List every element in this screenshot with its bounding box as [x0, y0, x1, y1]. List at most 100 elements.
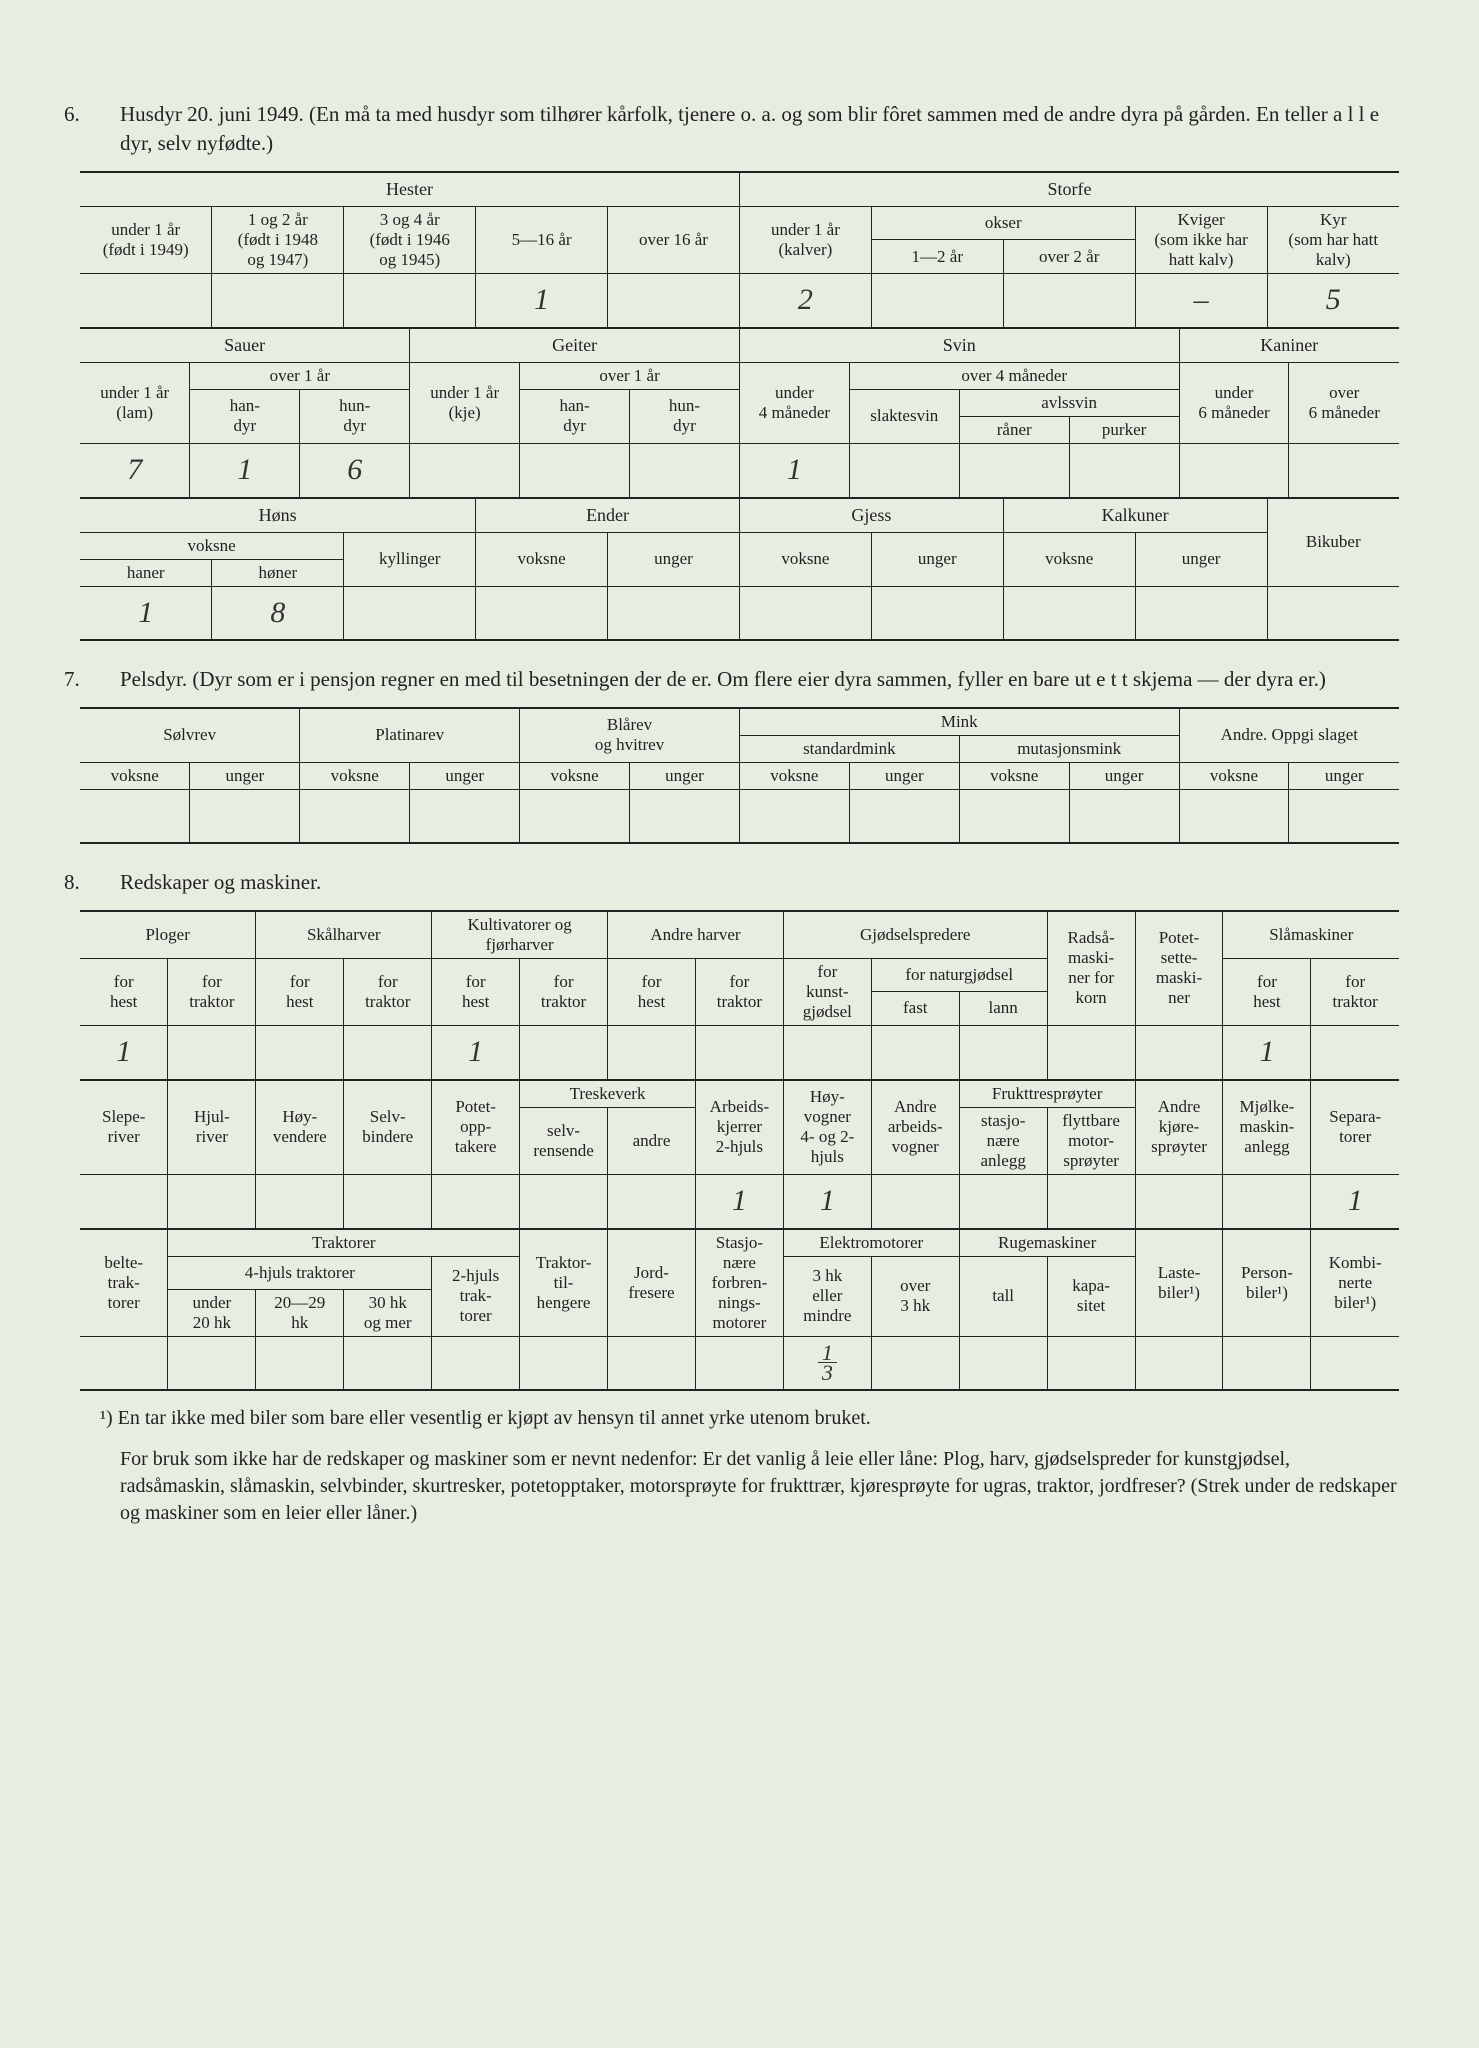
section7-intro: 7.Pelsdyr. (Dyr som er i pensjon regner …: [80, 665, 1399, 694]
table-sauer-geiter-svin-kaniner: Sauer Geiter Svin Kaniner under 1 år(lam…: [80, 328, 1399, 498]
table-redskaper-2: Slepe-river Hjul-river Høy-vendere Selv-…: [80, 1080, 1399, 1229]
p-v4: [520, 789, 630, 843]
r1-v3: [344, 1025, 432, 1079]
r1-v6: [608, 1025, 696, 1079]
frukt-flytt: flyttbaremotor-sprøyter: [1047, 1107, 1135, 1174]
ender-unger: unger: [608, 532, 740, 586]
frukttrespr: Frukttresprøyter: [959, 1080, 1135, 1107]
storfe-val1: [871, 273, 1003, 327]
hester-val0: [80, 273, 212, 327]
svin-raner: råner: [959, 416, 1069, 443]
r3-v2: [256, 1336, 344, 1390]
beltetraktorer: belte-trak-torer: [80, 1229, 168, 1336]
r1-v11: [1047, 1025, 1135, 1079]
p-v11: [1289, 789, 1399, 843]
sauer-han: han-dyr: [190, 389, 300, 443]
bikuber: Bikuber: [1267, 498, 1399, 586]
r3-v5: [520, 1336, 608, 1390]
storfe-kyr: Kyr(som har hattkalv): [1267, 206, 1399, 273]
hoyvendere: Høy-vendere: [256, 1080, 344, 1174]
r3-v14: [1311, 1336, 1399, 1390]
p-c10: voksne: [1179, 762, 1289, 789]
gjess-val1: [871, 586, 1003, 640]
r2-v5: [520, 1174, 608, 1228]
p-c4: voksne: [520, 762, 630, 789]
table-pelsdyr: Sølvrev Platinarev Blårevog hvitrev Mink…: [80, 707, 1399, 845]
traktortilheng: Traktor-til-hengere: [520, 1229, 608, 1336]
okser-sub0: 1—2 år: [871, 240, 1003, 274]
andre-pels: Andre. Oppgi slaget: [1179, 708, 1399, 763]
sauer-val0: 7: [80, 443, 190, 497]
r1-v1: [168, 1025, 256, 1079]
p-v3: [410, 789, 520, 843]
elektro-over3: over3 hk: [871, 1256, 959, 1336]
2hjuls: 2-hjulstrak-torer: [432, 1256, 520, 1336]
section7-number: 7.: [92, 665, 120, 694]
frac-bot: 3: [822, 1360, 833, 1385]
geiter-hun: hun-dyr: [630, 389, 740, 443]
stasjmotorer: Stasjo-næreforbren-nings-motorer: [695, 1229, 783, 1336]
sauer-val1: 1: [190, 443, 300, 497]
gjess-group: Gjess: [739, 498, 1003, 532]
kjorespr: Andrekjøre-sprøyter: [1135, 1080, 1223, 1174]
r1-v9: [871, 1025, 959, 1079]
r2-v12: [1135, 1174, 1223, 1228]
4h-2029: 20—29hk: [256, 1289, 344, 1336]
elektro-3hk: 3 hkellermindre: [783, 1256, 871, 1336]
ender-voksne: voksne: [476, 532, 608, 586]
ploger: Ploger: [80, 911, 256, 959]
r1-v13: 1: [1223, 1025, 1311, 1079]
kalkuner-group: Kalkuner: [1003, 498, 1267, 532]
4h-u20: under20 hk: [168, 1289, 256, 1336]
gjodsel: Gjødselspredere: [783, 911, 1047, 959]
r2-v1: [168, 1174, 256, 1228]
geiter-han: han-dyr: [520, 389, 630, 443]
rugemaskiner: Rugemaskiner: [959, 1229, 1135, 1256]
r1-v14: [1311, 1025, 1399, 1079]
ender-val1: [608, 586, 740, 640]
selvbindere: Selv-bindere: [344, 1080, 432, 1174]
gjess-val0: [739, 586, 871, 640]
sauer-over1: over 1 år: [190, 362, 410, 389]
r3-v4: [432, 1336, 520, 1390]
r1-v0: 1: [80, 1025, 168, 1079]
kaniner-group: Kaniner: [1179, 328, 1399, 362]
gjodsel-kunst: forkunst-gjødsel: [783, 958, 871, 1025]
ploger-traktor: fortraktor: [168, 958, 256, 1025]
sla: Slåmaskiner: [1223, 911, 1399, 959]
hester-col0: under 1 år(født i 1949): [80, 206, 212, 273]
okser-sub1: over 2 år: [1003, 240, 1135, 274]
footnote-1: ¹) En tar ikke med biler som bare eller …: [80, 1405, 1399, 1432]
skalharver: Skålharver: [256, 911, 432, 959]
andreh-traktor: fortraktor: [695, 958, 783, 1025]
kalkuner-voksne: voksne: [1003, 532, 1135, 586]
skal-traktor: fortraktor: [344, 958, 432, 1025]
r1-v12: [1135, 1025, 1223, 1079]
p-c2: voksne: [300, 762, 410, 789]
p-c5: unger: [630, 762, 740, 789]
r2-v7: 1: [695, 1174, 783, 1228]
kultivatorer: Kultivatorer ogfjørharver: [432, 911, 608, 959]
p-v2: [300, 789, 410, 843]
geiter-val1: [520, 443, 630, 497]
svin-val1: [849, 443, 959, 497]
section6-intro: 6.Husdyr 20. juni 1949. (En må ta med hu…: [80, 100, 1399, 159]
r1-v2: [256, 1025, 344, 1079]
p-c1: unger: [190, 762, 300, 789]
r1-v4: 1: [432, 1025, 520, 1079]
hester-val1: [212, 273, 344, 327]
p-v8: [959, 789, 1069, 843]
geiter-val2: [630, 443, 740, 497]
section6-number: 6.: [92, 100, 120, 129]
hons-kyllinger: kyllinger: [344, 532, 476, 586]
kalkuner-unger: unger: [1135, 532, 1267, 586]
natur-lann: lann: [959, 992, 1047, 1026]
r2-v6: [608, 1174, 696, 1228]
p-v1: [190, 789, 300, 843]
hons-val0: 1: [80, 586, 212, 640]
sauer-hun: hun-dyr: [300, 389, 410, 443]
hester-val3: 1: [476, 273, 608, 327]
r2-v8: 1: [783, 1174, 871, 1228]
r3-v6: [608, 1336, 696, 1390]
kaniner-col1: over6 måneder: [1289, 362, 1399, 443]
